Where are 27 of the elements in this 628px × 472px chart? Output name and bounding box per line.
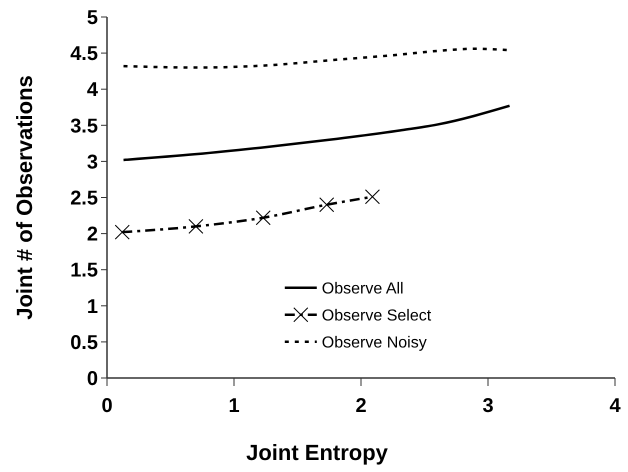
y-tick-label: 4 [86,79,99,102]
point [364,189,380,204]
y-tick-label: 3 [86,151,98,174]
legend-label: Observe Noisy [322,334,427,352]
x-tick-label: 0 [101,395,113,417]
y-tick-label: 0.5 [70,332,98,354]
x-tick-label: 1 [228,395,240,417]
y-tick-label: 3.5 [70,115,98,138]
y-tick-label: 0 [86,368,98,390]
y-tick-label: 1 [86,296,98,318]
y-tick-label: 1.5 [70,260,98,282]
point [256,210,271,226]
y-tick-label: 2.5 [70,188,98,210]
y-tick-label: 2 [86,224,98,246]
x-tick-label: 3 [482,395,494,417]
legend-label: Observe All [322,280,404,298]
y-tick-label: 4.5 [70,43,98,66]
legend-label: Observe Select [322,307,432,324]
point [188,218,204,234]
point [114,224,130,240]
y-axis-title: Joint # of Observations [12,75,37,320]
x-tick-label: 4 [609,395,622,417]
line-series [122,104,511,162]
x-tick-label: 2 [355,395,367,417]
x-axis-title: Joint Entropy [246,440,389,465]
point [319,197,334,212]
y-tick-label: 5 [86,7,98,29]
